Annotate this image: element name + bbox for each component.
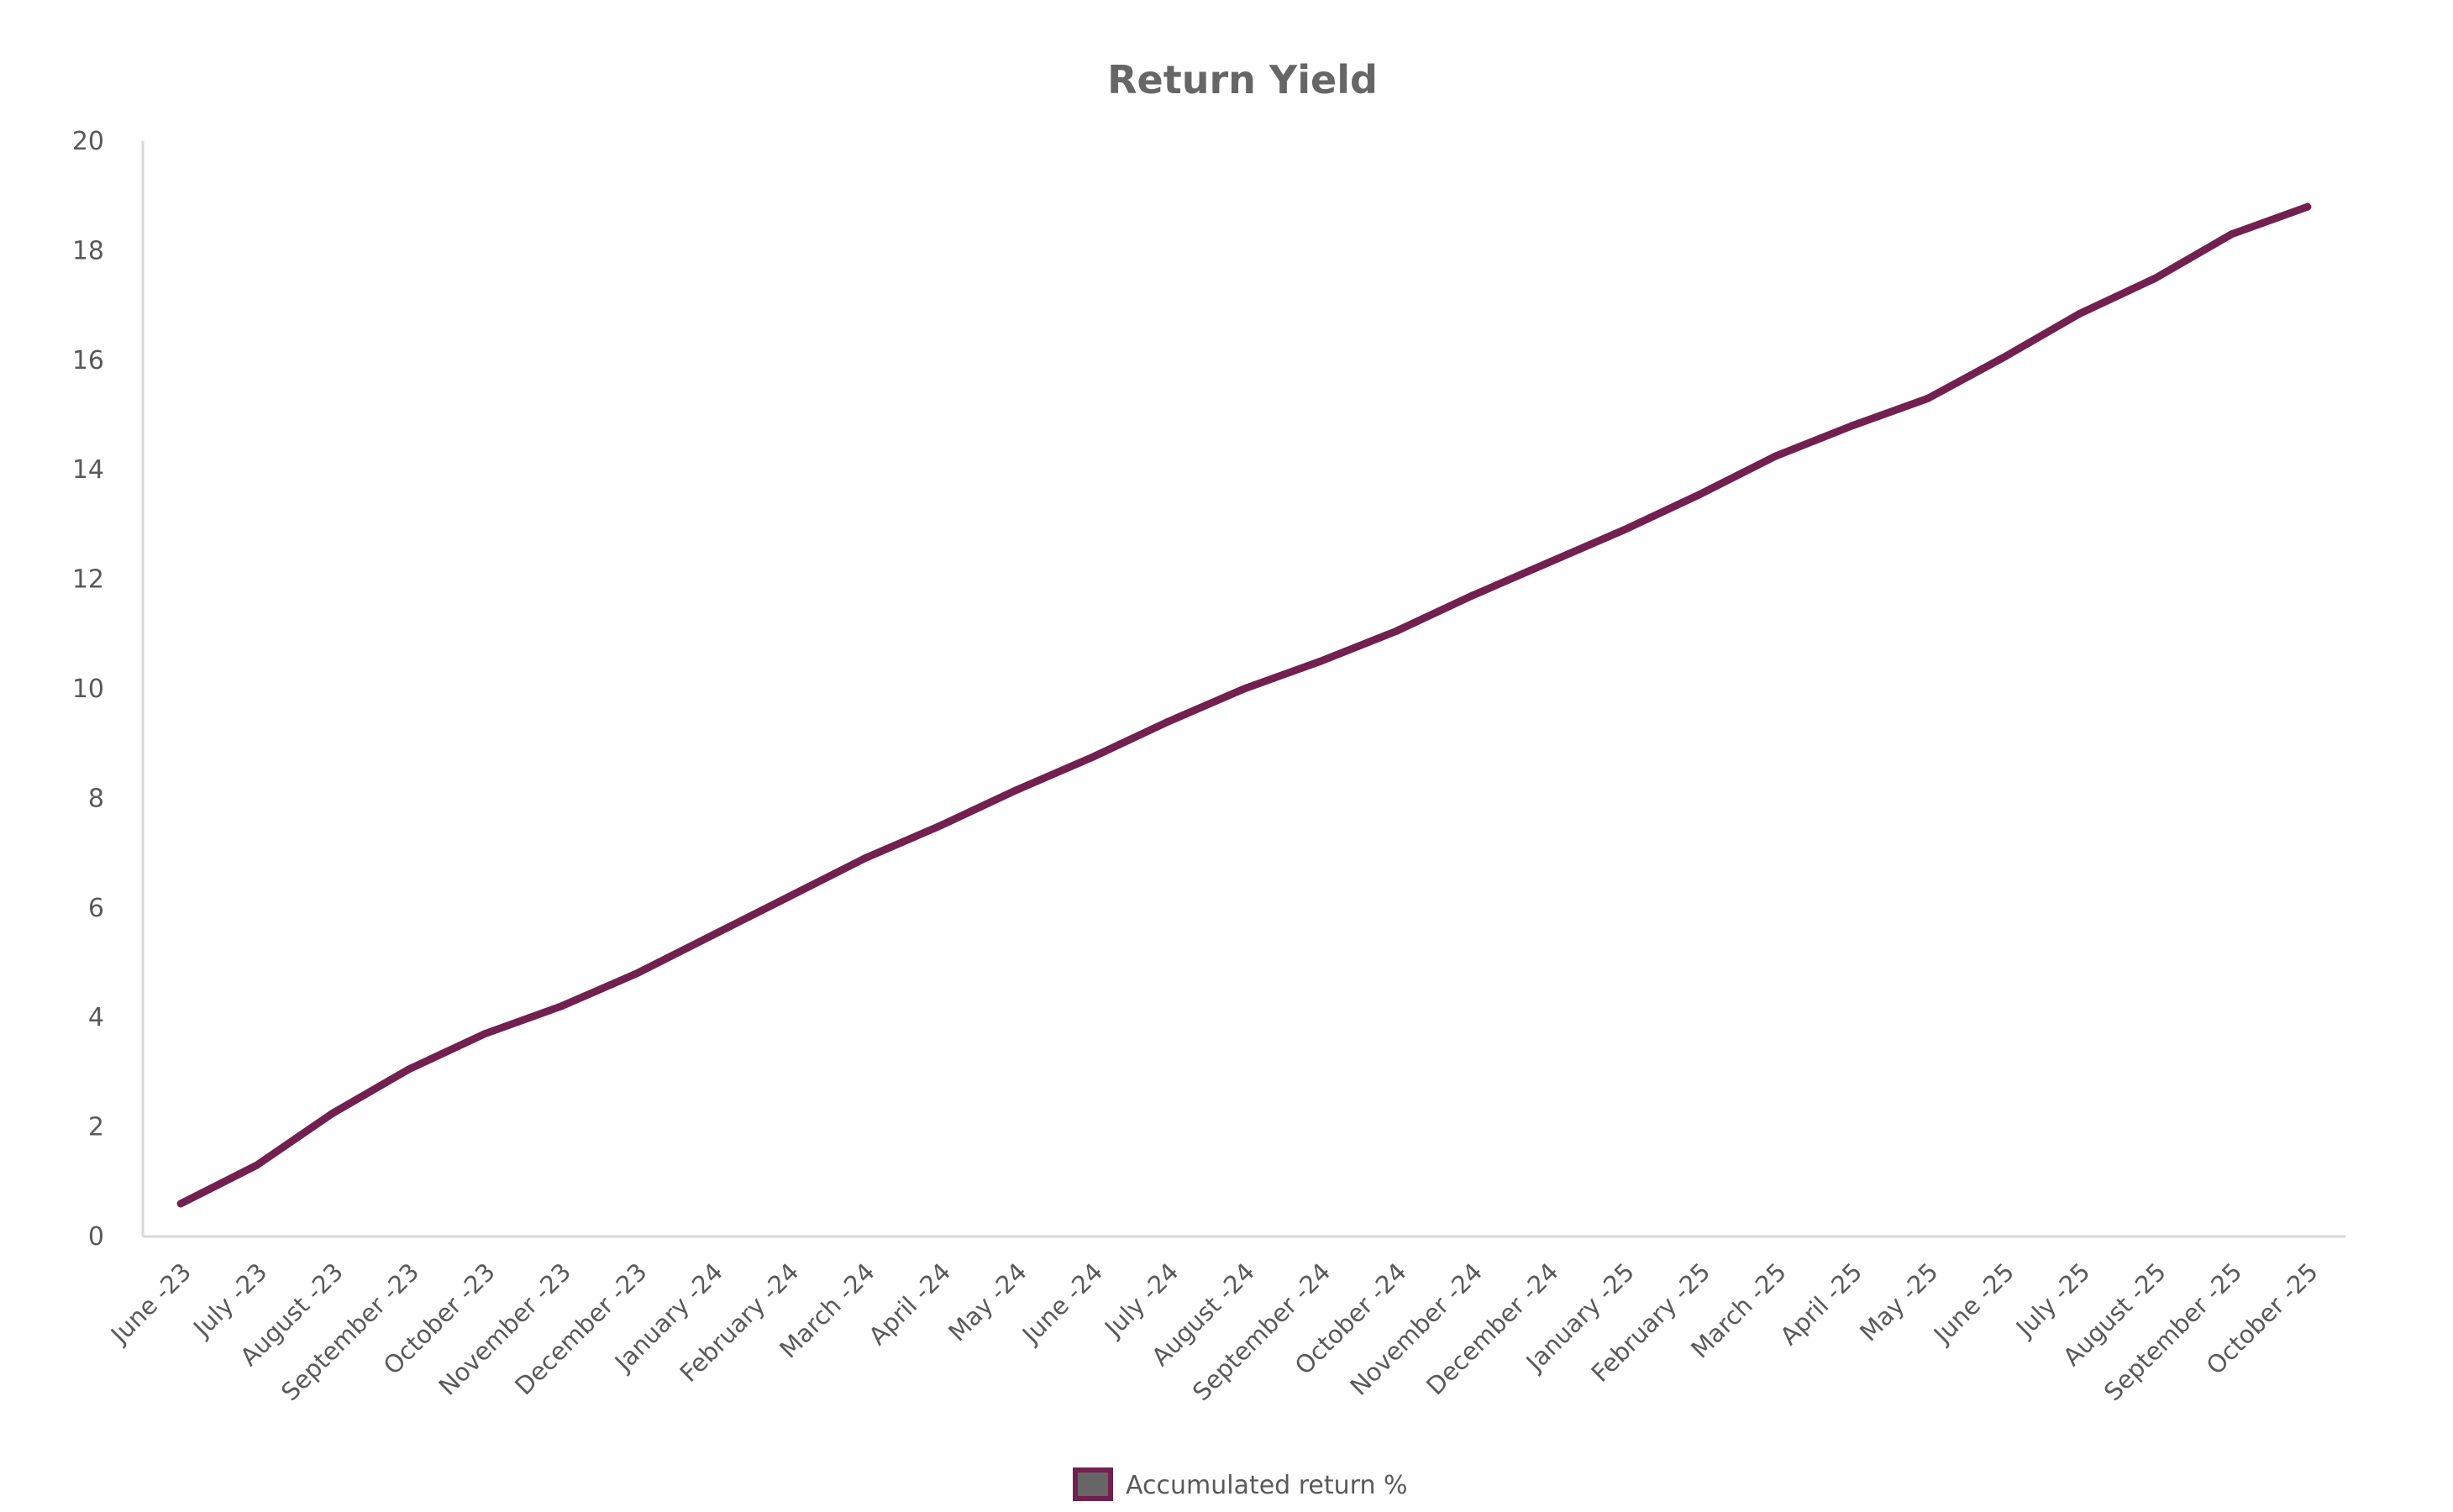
x-tick-label: December -24 bbox=[1421, 1257, 1563, 1400]
data-point bbox=[1316, 657, 1324, 665]
data-point bbox=[1468, 591, 1476, 600]
y-tick-label: 0 bbox=[88, 1222, 104, 1252]
y-tick-label: 16 bbox=[72, 346, 104, 375]
data-point bbox=[1999, 354, 2008, 361]
y-tick-label: 10 bbox=[72, 675, 104, 704]
y-tick-label: 2 bbox=[88, 1113, 104, 1142]
data-point bbox=[176, 1200, 185, 1208]
data-point bbox=[1164, 717, 1173, 726]
data-point bbox=[1088, 753, 1096, 761]
data-point bbox=[1696, 491, 1704, 498]
x-tick-label: April -24 bbox=[863, 1257, 956, 1351]
x-tick-label: September -25 bbox=[2098, 1257, 2247, 1406]
legend: Accumulated return % bbox=[1073, 1467, 1408, 1501]
y-tick-label: 18 bbox=[72, 236, 104, 265]
data-point bbox=[2227, 230, 2235, 239]
series-layer bbox=[176, 202, 2312, 1208]
data-point bbox=[1924, 394, 1932, 402]
x-tick-label: September -23 bbox=[276, 1257, 424, 1406]
data-point bbox=[2151, 274, 2160, 282]
data-point bbox=[556, 1002, 565, 1011]
data-point bbox=[328, 1109, 337, 1117]
data-point bbox=[404, 1065, 412, 1074]
y-tick-label: 20 bbox=[72, 127, 104, 156]
y-tick-label: 4 bbox=[88, 1003, 104, 1032]
data-point bbox=[860, 854, 869, 863]
x-tick-label: June -24 bbox=[1016, 1257, 1108, 1350]
data-point bbox=[1620, 526, 1628, 534]
legend-label-accumulated-return: Accumulated return % bbox=[1126, 1471, 1408, 1500]
y-tick-label: 12 bbox=[72, 565, 104, 595]
y-tick-label: 8 bbox=[88, 784, 104, 813]
data-point bbox=[633, 969, 641, 978]
y-axis: 0 2 4 6 8 10 12 14 16 18 20 bbox=[72, 127, 144, 1252]
data-point bbox=[708, 931, 717, 939]
y-tick-label: 6 bbox=[88, 894, 104, 923]
chart-title: Return Yield bbox=[1107, 57, 1378, 102]
series-line-accumulated-return bbox=[176, 202, 2312, 1208]
x-tick-label: May -25 bbox=[1854, 1257, 1943, 1347]
x-tick-label: April -25 bbox=[1774, 1257, 1867, 1351]
x-tick-label: June -25 bbox=[1927, 1257, 2020, 1350]
data-point bbox=[2076, 309, 2084, 318]
data-point bbox=[481, 1030, 489, 1038]
data-point bbox=[785, 893, 792, 901]
data-point bbox=[1012, 786, 1021, 795]
x-tick-label: May -24 bbox=[943, 1257, 1032, 1347]
x-tick-label: September -24 bbox=[1187, 1257, 1336, 1406]
data-point bbox=[1240, 685, 1248, 693]
x-tick-label: June -23 bbox=[104, 1257, 197, 1350]
data-point bbox=[253, 1161, 261, 1169]
data-point bbox=[1772, 452, 1780, 460]
data-point bbox=[1392, 627, 1400, 635]
x-tick-label: November -23 bbox=[433, 1257, 576, 1401]
data-point bbox=[1544, 559, 1552, 567]
x-tick-label: December -23 bbox=[509, 1257, 652, 1400]
x-tick-label: November -24 bbox=[1344, 1257, 1488, 1401]
y-tick-label: 14 bbox=[72, 455, 104, 485]
data-point bbox=[1847, 422, 1856, 430]
data-point bbox=[2303, 202, 2312, 211]
data-point bbox=[936, 822, 944, 830]
legend-swatch-accumulated-return bbox=[1073, 1467, 1113, 1501]
